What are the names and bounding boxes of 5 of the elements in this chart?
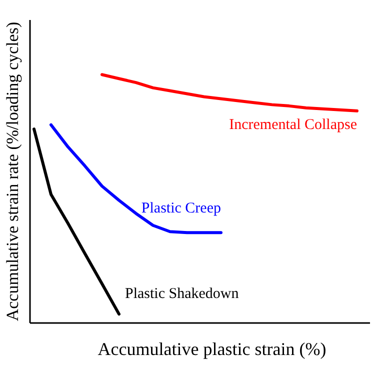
x-axis-title: Accumulative plastic strain (%) [98, 339, 326, 359]
series-label: Incremental Collapse [229, 116, 358, 133]
y-axis-title: Accumulative strain rate (%/loading cycles) [3, 22, 22, 322]
series-label: Plastic Shakedown [125, 286, 240, 302]
series-label: Plastic Creep [141, 200, 221, 217]
